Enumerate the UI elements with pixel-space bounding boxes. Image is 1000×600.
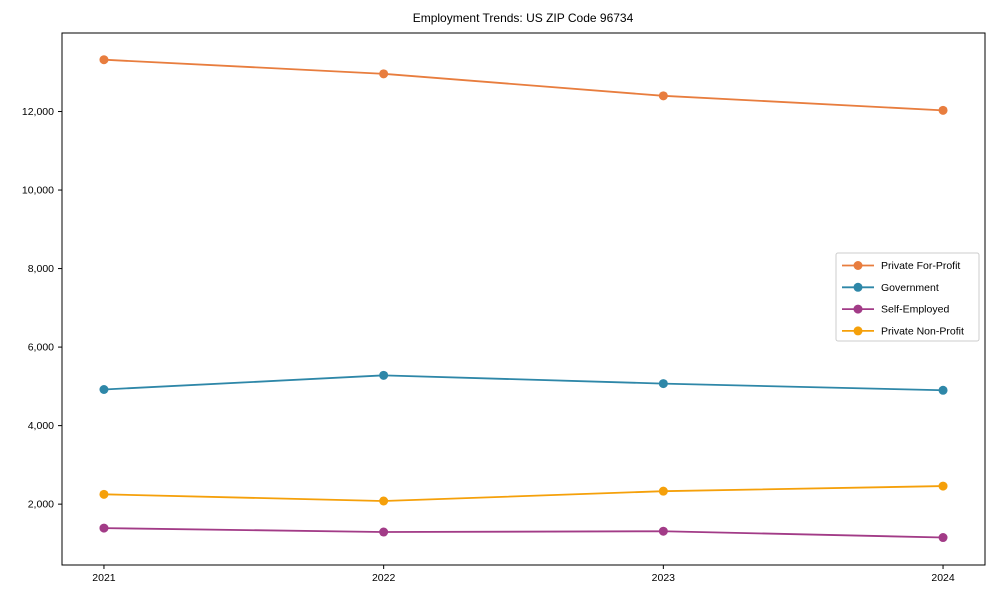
line-private-for-profit	[103, 58, 944, 112]
y-tick-label: 4,000	[28, 420, 54, 432]
plot-area: 2,000 4,000 6,000 8,000 10,000 12,000 2021 2022…	[22, 32, 986, 584]
point-private-non-profit-2022	[379, 496, 389, 506]
legend-marker-icon	[853, 304, 863, 314]
series-layer	[99, 55, 948, 543]
legend-label: Private Non-Profit	[881, 325, 964, 337]
point-private-non-profit-2024	[938, 481, 948, 491]
point-government-2023	[658, 379, 668, 389]
y-tick-label: 2,000	[28, 499, 54, 511]
legend-label: Self-Employed	[881, 304, 949, 316]
point-private-for-profit-2021	[99, 55, 109, 65]
y-tick-label: 10,000	[22, 185, 54, 197]
point-government-2024	[938, 385, 948, 395]
legend-marker-icon	[853, 261, 863, 270]
point-private-for-profit-2024	[938, 105, 948, 115]
point-government-2022	[379, 370, 389, 380]
x-tick-label: 2021	[92, 572, 116, 584]
point-self-employed-2023	[658, 526, 668, 536]
legend: Private For-Profit Government Self-Employe…	[835, 252, 980, 342]
legend-entry-private-non-profit: Private Non-Profit	[842, 325, 964, 337]
y-tick-label: 8,000	[28, 263, 54, 275]
point-private-non-profit-2023	[658, 486, 668, 496]
y-tick-label: 12,000	[22, 106, 54, 118]
point-private-for-profit-2023	[658, 91, 668, 101]
legend-label: Private For-Profit	[881, 260, 960, 272]
x-tick-label: 2023	[652, 572, 676, 584]
point-government-2021	[99, 384, 109, 394]
y-tick-label: 6,000	[28, 342, 54, 354]
legend-marker-icon	[853, 326, 863, 336]
chart-title: Employment Trends: US ZIP Code 96734	[413, 11, 634, 25]
point-self-employed-2021	[99, 523, 109, 533]
x-tick-label: 2024	[931, 572, 955, 584]
legend-label: Government	[881, 282, 939, 294]
legend-entry-self-employed: Self-Employed	[842, 304, 949, 316]
line-self-employed	[103, 527, 944, 539]
x-tick-label: 2022	[372, 572, 396, 584]
point-self-employed-2024	[938, 533, 948, 543]
point-self-employed-2022	[379, 527, 389, 537]
line-private-non-profit	[103, 485, 944, 502]
legend-entry-government: Government	[842, 282, 939, 294]
legend-box	[835, 252, 980, 342]
point-private-non-profit-2021	[99, 489, 109, 499]
line-government	[103, 374, 944, 392]
axes-frame	[61, 32, 986, 566]
legend-marker-icon	[853, 282, 863, 292]
point-private-for-profit-2022	[379, 69, 389, 79]
legend-entry-private-for-profit: Private For-Profit	[842, 260, 960, 272]
